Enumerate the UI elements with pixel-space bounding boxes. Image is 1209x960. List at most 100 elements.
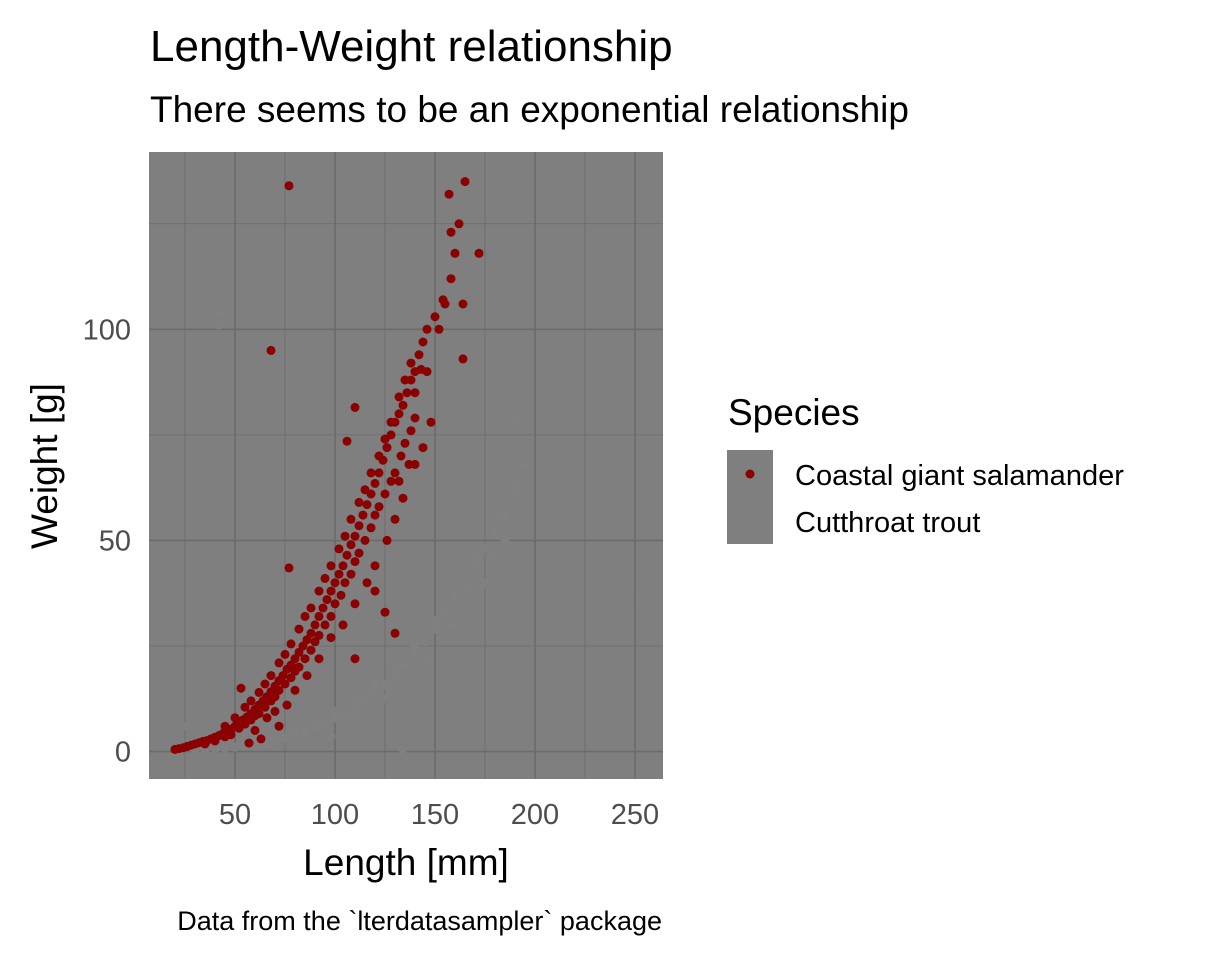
data-point [340, 531, 350, 541]
data-point [220, 721, 230, 731]
data-point [262, 713, 272, 723]
data-point [470, 552, 480, 562]
data-point [216, 307, 226, 317]
data-point [360, 535, 370, 545]
data-point [390, 628, 400, 638]
chart-title: Length-Weight relationship [150, 22, 673, 71]
data-point [434, 324, 444, 334]
data-point [446, 227, 456, 237]
data-point [336, 590, 346, 600]
data-point [370, 688, 380, 698]
data-point [460, 578, 470, 588]
data-point [210, 744, 220, 754]
data-points [170, 177, 646, 755]
data-point [182, 721, 192, 731]
data-point [382, 535, 392, 545]
data-point [254, 687, 264, 697]
data-point [490, 527, 500, 537]
data-point [398, 493, 408, 503]
data-point [386, 476, 396, 486]
data-point [290, 654, 300, 664]
data-point [334, 544, 344, 554]
data-point [274, 721, 284, 731]
data-point [314, 611, 324, 621]
data-point [210, 736, 220, 746]
data-point [374, 468, 384, 478]
data-point [420, 654, 430, 664]
data-point [284, 181, 294, 191]
data-point [390, 662, 400, 672]
data-point [360, 696, 370, 706]
data-point [486, 552, 496, 562]
data-point [330, 578, 340, 588]
data-point [514, 443, 524, 453]
x-tick-label: 250 [611, 799, 659, 831]
data-point [300, 611, 310, 621]
data-point [282, 700, 292, 710]
data-point [512, 417, 522, 427]
data-point [278, 671, 288, 681]
data-point [446, 620, 456, 630]
data-point [418, 337, 428, 347]
data-point [300, 654, 310, 664]
y-tick-label: 50 [99, 525, 131, 557]
data-point [354, 497, 364, 507]
data-point [246, 696, 256, 706]
data-point [284, 563, 294, 573]
data-point [422, 324, 432, 334]
data-point [302, 671, 312, 681]
data-point [398, 744, 408, 754]
data-point [382, 443, 392, 453]
data-point [260, 679, 270, 689]
data-point [260, 702, 270, 712]
series-coastal-giant-salamander [170, 177, 484, 754]
data-point [444, 189, 454, 199]
data-point [350, 713, 360, 723]
data-point [500, 535, 510, 545]
data-point [396, 451, 406, 461]
data-point [244, 738, 254, 748]
data-point [520, 459, 530, 469]
data-point [322, 595, 332, 605]
data-point [384, 683, 394, 693]
data-point [220, 743, 230, 753]
data-point [410, 388, 420, 398]
data-point [510, 485, 520, 495]
data-point [240, 702, 250, 712]
data-point [400, 375, 410, 385]
data-point [370, 478, 380, 488]
data-point [420, 637, 430, 647]
data-point [280, 679, 290, 689]
data-point [342, 550, 352, 560]
legend-key-coastal-giant-salamander [745, 469, 755, 479]
data-point [350, 654, 360, 664]
data-point [366, 468, 376, 478]
data-point [326, 732, 336, 742]
data-point [306, 628, 316, 638]
data-point [358, 510, 368, 520]
y-tick-label: 0 [115, 737, 131, 769]
data-point [390, 514, 400, 524]
x-axis-ticks: 50 100 150 200 250 [219, 799, 659, 831]
x-tick-label: 50 [219, 799, 251, 831]
data-point [386, 417, 396, 427]
data-point [440, 299, 450, 309]
data-point [366, 523, 376, 533]
data-point [338, 561, 348, 571]
data-point [364, 717, 374, 727]
data-point [330, 599, 340, 609]
data-point [294, 662, 304, 672]
data-point [470, 561, 480, 571]
data-point [230, 742, 240, 752]
data-point [310, 620, 320, 630]
data-point [294, 624, 304, 634]
data-point [346, 514, 356, 524]
data-point [406, 358, 416, 368]
data-point [414, 350, 424, 360]
data-point [254, 709, 264, 719]
data-point [404, 459, 414, 469]
data-point [466, 586, 476, 596]
data-point [236, 683, 246, 693]
data-point [460, 177, 470, 187]
data-point [314, 654, 324, 664]
